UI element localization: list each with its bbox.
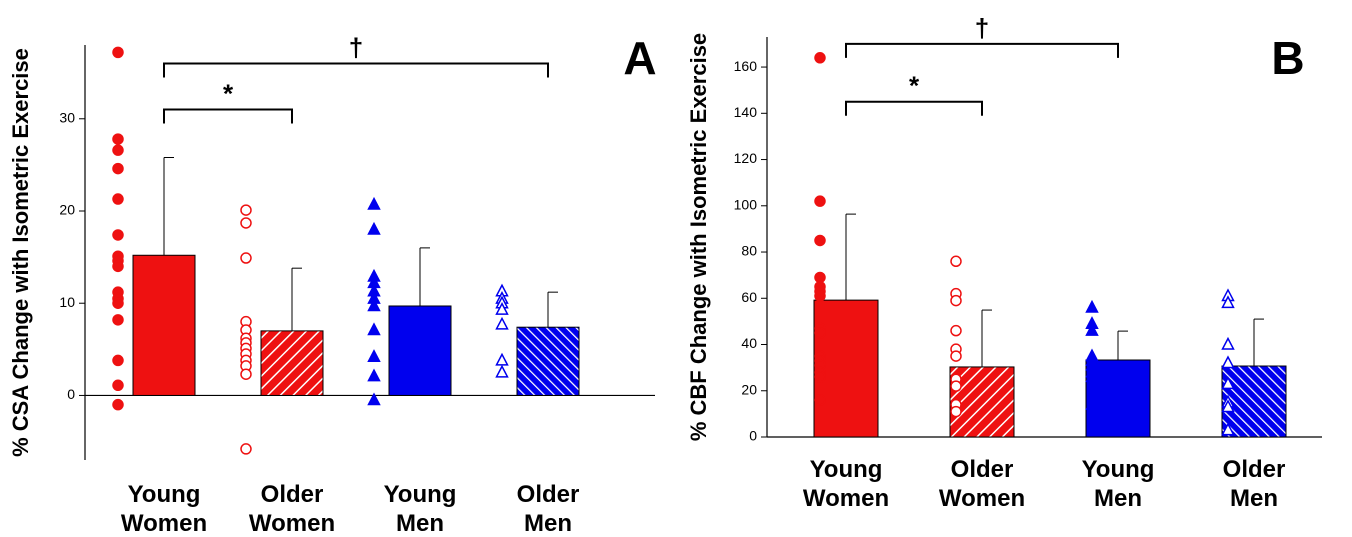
data-point (1221, 422, 1235, 436)
data-point (240, 443, 252, 455)
data-point (814, 371, 826, 383)
y-tick-label: 120 (734, 150, 758, 166)
data-point (1085, 397, 1099, 410)
x-tick-label: Young Women (120, 481, 208, 537)
data-point (1221, 399, 1235, 413)
data-point (112, 144, 124, 156)
data-point (1221, 355, 1235, 369)
y-axis-label: % CBF Change with Isometric Exercise (686, 33, 711, 441)
panel-label: B (1271, 32, 1304, 84)
y-tick-label: 40 (741, 335, 757, 351)
data-point (1221, 376, 1235, 390)
bar (260, 330, 324, 396)
data-point (814, 52, 826, 64)
bar (132, 254, 196, 396)
data-point (495, 302, 509, 315)
data-point (950, 405, 962, 418)
significance-marker: † (349, 32, 363, 62)
data-point (495, 364, 509, 378)
y-tick-label: 20 (741, 381, 757, 397)
data-point (112, 314, 124, 326)
significance-marker: * (909, 71, 920, 101)
data-point (240, 217, 252, 229)
y-tick-label: 140 (734, 104, 758, 120)
x-tick-label: Older Men (1222, 456, 1286, 512)
data-point (495, 352, 509, 366)
data-point (112, 354, 124, 367)
data-point (814, 327, 826, 339)
data-point (240, 368, 252, 380)
data-point (112, 46, 124, 59)
data-point (112, 260, 124, 273)
significance-marker: * (223, 78, 234, 108)
significance-bracket (845, 100, 983, 116)
data-point (1085, 323, 1099, 336)
significance-bracket (163, 62, 549, 78)
x-tick-label: Young Women (802, 456, 890, 512)
data-point (367, 392, 381, 406)
data-point (950, 350, 962, 362)
significance-bracket (163, 108, 293, 124)
y-tick-label: 20 (59, 202, 75, 218)
data-point (1221, 295, 1235, 309)
data-point (367, 368, 381, 382)
y-tick-label: 30 (59, 109, 75, 125)
data-point (367, 221, 381, 235)
data-point (1085, 369, 1099, 383)
data-point (367, 196, 381, 210)
significance-bracket (845, 42, 1119, 58)
y-tick-label: 0 (749, 428, 757, 444)
data-point (495, 316, 509, 330)
bar (1085, 359, 1151, 438)
data-point (240, 252, 252, 264)
data-point (112, 297, 124, 309)
y-tick-label: 60 (741, 289, 757, 305)
data-point (950, 380, 962, 392)
bar (388, 305, 452, 396)
data-point (240, 204, 252, 216)
data-point (814, 195, 826, 207)
data-point (814, 290, 826, 302)
y-axis-label: % CSA Change with Isometric Exercise (8, 48, 33, 457)
data-point (112, 398, 124, 411)
data-point (1221, 336, 1235, 350)
x-tick-label: Young Men (1081, 456, 1155, 512)
data-point (814, 394, 826, 406)
panel-label: A (623, 32, 656, 84)
data-point (112, 379, 124, 392)
y-tick-label: 100 (734, 196, 758, 212)
data-point (1085, 299, 1099, 313)
data-point (950, 294, 962, 307)
x-tick-label: Older Women (248, 481, 336, 537)
bar (1221, 365, 1287, 438)
y-tick-label: 0 (67, 386, 75, 402)
data-point (950, 255, 962, 268)
data-point (367, 349, 381, 362)
y-tick-label: 80 (741, 243, 757, 259)
y-tick-label: 10 (59, 294, 75, 310)
y-tick-label: 160 (734, 58, 758, 74)
x-tick-label: Older Women (938, 456, 1026, 512)
x-tick-label: Older Men (516, 481, 580, 537)
x-tick-label: Young Men (383, 481, 457, 537)
data-point (367, 298, 381, 312)
bar (516, 326, 580, 396)
significance-marker: † (975, 13, 989, 43)
data-point (814, 234, 826, 247)
data-point (112, 133, 124, 145)
data-point (367, 322, 381, 336)
data-point (112, 229, 124, 241)
data-point (112, 162, 124, 175)
data-point (950, 324, 962, 337)
data-point (112, 193, 124, 205)
